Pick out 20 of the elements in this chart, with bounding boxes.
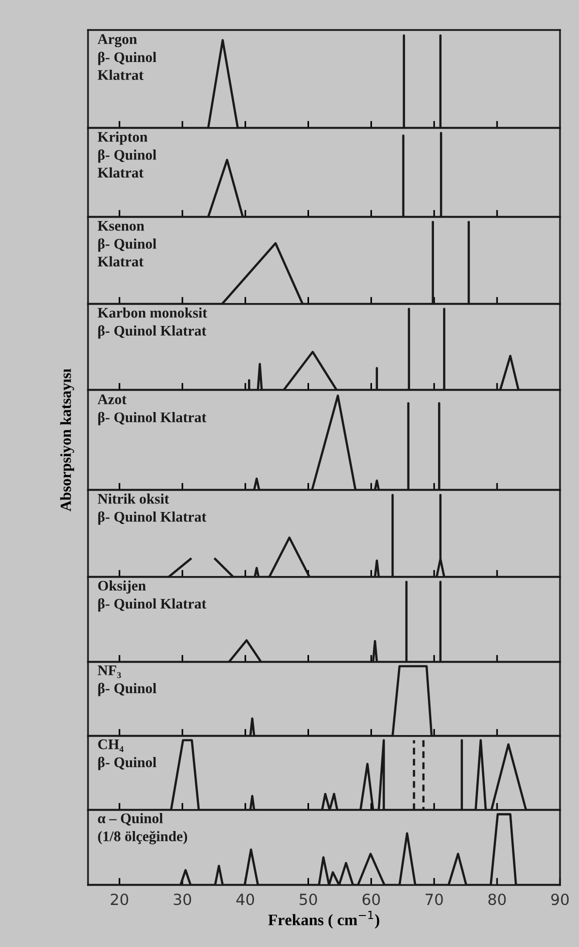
y-axis-title: Absorpsiyon katsayısı: [60, 368, 74, 512]
x-tick-label: 60: [362, 894, 380, 906]
text: Kripton β- Quinol Klatrat: [98, 132, 156, 178]
text: Argon β- Quinol Klatrat: [98, 34, 156, 80]
chart-title: Nitrik oksit β- Quinol Klatrat: [98, 493, 206, 525]
x-tick-label: 90: [551, 894, 569, 906]
text: CH₄ β- Quinol: [98, 739, 156, 770]
x-tick-label: 80: [488, 894, 506, 906]
chart-title: α – Quinol (1/8 ölçeğinde): [98, 813, 188, 844]
x-axis-title: Frekans ( cm$^{−1}$): [268, 910, 380, 929]
x-tick-label: 50: [300, 894, 317, 906]
x-tick-label: 70: [426, 894, 443, 906]
chart-title: Karbon monoksit β- Quinol Klatrat: [98, 307, 208, 339]
x-tick-label: 40: [236, 894, 254, 906]
x-tick-label: 30: [174, 894, 192, 906]
text: Ksenon β- Quinol Klatrat: [98, 221, 156, 267]
chart-title: Azot β- Quinol Klatrat: [98, 394, 206, 426]
text: NF₃ β- Quinol: [98, 666, 156, 696]
chart-title: Oksijen β- Quinol Klatrat: [98, 580, 206, 612]
x-tick-label: 20: [110, 894, 128, 906]
